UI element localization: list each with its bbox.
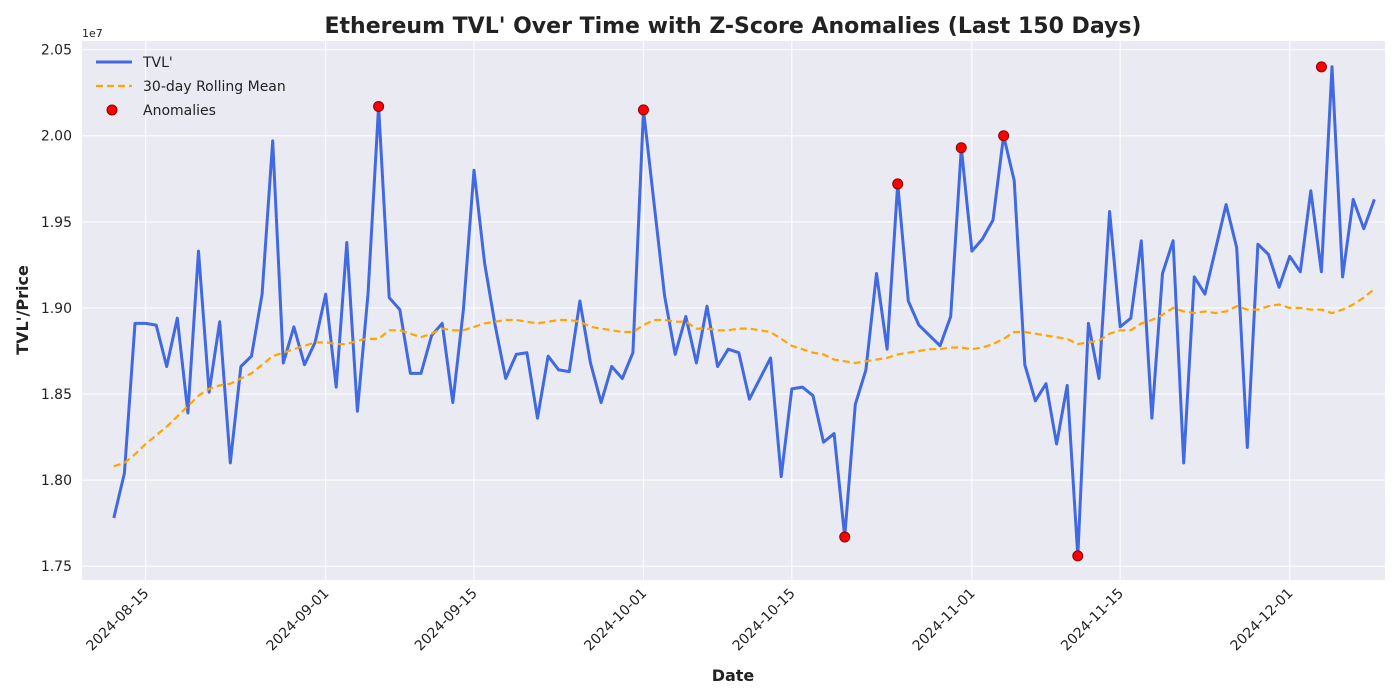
rolling-mean-line bbox=[113, 288, 1376, 468]
x-tick-label: 2024-11-01 bbox=[910, 586, 979, 655]
y-tick-label: 1.95 bbox=[41, 215, 72, 231]
x-tick-label: 2024-10-01 bbox=[581, 586, 650, 655]
legend-label-anomalies: Anomalies bbox=[143, 103, 216, 119]
x-tick-labels: 2024-08-15 2024-09-01 2024-09-15 2024-10-01… bbox=[84, 586, 1297, 655]
anomaly-point bbox=[1072, 550, 1084, 562]
anomaly-point bbox=[373, 100, 385, 112]
y-tick-labels: 1.75 1.80 1.85 1.90 1.95 2.00 2.05 bbox=[41, 43, 72, 576]
y-tick-label: 1.80 bbox=[41, 473, 72, 489]
plot-area bbox=[82, 41, 1385, 580]
anomaly-point bbox=[1315, 61, 1327, 73]
x-tick-label: 2024-10-15 bbox=[730, 586, 799, 655]
y-tick-label: 1.75 bbox=[41, 559, 72, 575]
anomaly-point bbox=[998, 130, 1010, 142]
series-layer bbox=[112, 61, 1376, 562]
y-tick-label: 2.00 bbox=[41, 129, 72, 145]
legend-label-rolling-mean: 30-day Rolling Mean bbox=[143, 79, 286, 95]
x-axis-label: Date bbox=[712, 666, 755, 685]
x-tick-label: 2024-09-15 bbox=[412, 586, 481, 655]
anomaly-point bbox=[955, 142, 967, 154]
anomaly-point bbox=[892, 178, 904, 190]
x-tick-label: 2024-11-15 bbox=[1058, 586, 1127, 655]
anomaly-point bbox=[839, 531, 851, 543]
legend-swatch-anomalies bbox=[106, 104, 118, 116]
x-tick-label: 2024-08-15 bbox=[84, 586, 153, 655]
chart-title: Ethereum TVL' Over Time with Z-Score Ano… bbox=[325, 14, 1142, 39]
y-tick-label: 2.05 bbox=[41, 43, 72, 59]
legend-label-tvl: TVL' bbox=[142, 55, 173, 71]
x-tick-label: 2024-09-01 bbox=[264, 586, 333, 655]
y-tick-label: 1.90 bbox=[41, 301, 72, 317]
legend: TVL' 30-day Rolling Mean Anomalies bbox=[96, 55, 286, 119]
y-axis-label: TVL'/Price bbox=[13, 265, 32, 355]
x-tick-label: 2024-12-01 bbox=[1228, 586, 1297, 655]
y-multiplier-label: 1e7 bbox=[82, 27, 103, 40]
anomaly-point bbox=[637, 104, 649, 116]
tvl-line bbox=[112, 65, 1376, 558]
y-tick-label: 1.85 bbox=[41, 387, 72, 403]
